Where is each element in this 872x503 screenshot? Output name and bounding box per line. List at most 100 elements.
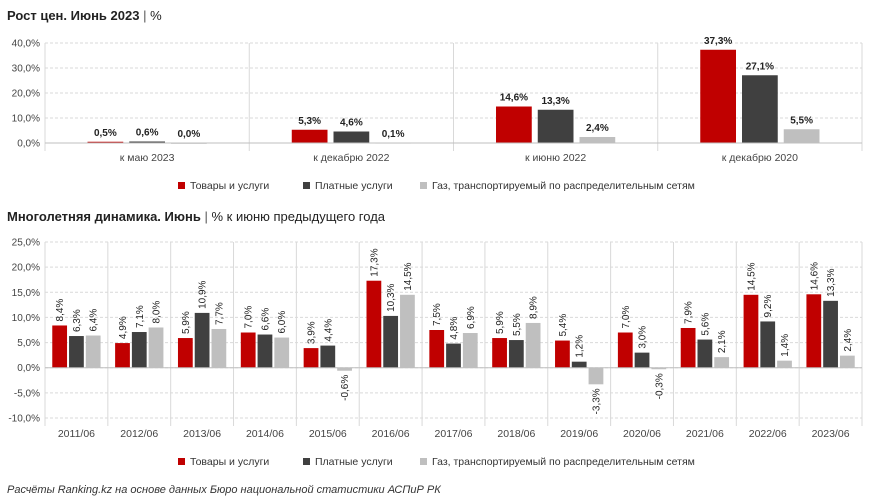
chart2-data-label: 6,4% bbox=[89, 309, 100, 332]
chart2-bar bbox=[588, 367, 604, 385]
chart2-data-label: 10,9% bbox=[198, 280, 209, 308]
chart2-bar bbox=[69, 336, 84, 368]
bottom-chart-title-separator: | bbox=[204, 209, 208, 224]
chart1-legend-label: Газ, транспортируемый по распределительн… bbox=[432, 180, 695, 192]
chart2-y-tick-label: 15,0% bbox=[12, 288, 40, 299]
bottom-chart-title-main: Многолетняя динамика. Июнь bbox=[7, 209, 201, 224]
chart2-bar bbox=[697, 339, 713, 368]
chart2-category-label: 2013/06 bbox=[183, 428, 221, 440]
chart2-data-label: 4,9% bbox=[118, 316, 129, 339]
chart1-y-tick-label: 20,0% bbox=[12, 89, 40, 100]
chart2-bar bbox=[492, 338, 507, 368]
chart2-data-label: 6,3% bbox=[72, 309, 83, 332]
chart2-category-label: 2011/06 bbox=[58, 428, 95, 440]
chart1-legend-label: Товары и услуги bbox=[190, 180, 269, 192]
chart2-data-label: 7,5% bbox=[432, 303, 443, 326]
chart2-bar bbox=[446, 343, 461, 368]
chart1-category-label: к июню 2022 bbox=[525, 152, 586, 164]
chart2-bar bbox=[634, 352, 650, 368]
bottom-chart-title-unit: % к июню предыдущего года bbox=[211, 209, 386, 224]
chart2-data-label: 6,9% bbox=[466, 306, 477, 329]
bottom-chart-title: Многолетняя динамика. Июнь | % к июню пр… bbox=[7, 209, 385, 224]
chart2-bar bbox=[555, 340, 570, 368]
chart2-bar bbox=[508, 340, 524, 368]
top-chart-title-separator: | bbox=[143, 8, 147, 23]
top-chart-title-main: Рост цен. Июнь 2023 bbox=[7, 8, 140, 23]
chart1-bar bbox=[333, 131, 370, 143]
chart2-data-label: 2,1% bbox=[717, 330, 728, 353]
chart2-category-label: 2021/06 bbox=[686, 428, 724, 440]
chart2-data-label: 5,9% bbox=[495, 311, 506, 334]
chart1-category-label: к декабрю 2020 bbox=[722, 152, 798, 164]
chart2-data-label: 4,8% bbox=[449, 317, 460, 340]
chart1-y-tick-label: 40,0% bbox=[12, 39, 40, 50]
chart2-data-label: 5,9% bbox=[181, 311, 192, 334]
chart1-category-label: к маю 2023 bbox=[120, 152, 175, 164]
chart1-bar bbox=[291, 129, 328, 143]
chart1-data-label: 37,3% bbox=[704, 36, 732, 47]
chart2-data-label: 1,2% bbox=[575, 335, 586, 358]
chart2-y-tick-label: 5,0% bbox=[17, 338, 40, 349]
chart2-bar bbox=[571, 361, 587, 368]
chart2-y-tick-label: 10,0% bbox=[12, 313, 40, 324]
chart1-data-label: 4,6% bbox=[340, 118, 363, 129]
chart1-bar bbox=[742, 75, 778, 143]
chart2-category-label: 2012/06 bbox=[120, 428, 158, 440]
chart2-y-tick-label: -10,0% bbox=[8, 414, 40, 425]
chart1-bar bbox=[129, 141, 165, 143]
chart2-bar bbox=[651, 367, 667, 370]
chart2-bar bbox=[148, 327, 164, 368]
top-chart-title-unit: % bbox=[150, 8, 162, 23]
chart2-category-label: 2015/06 bbox=[309, 428, 347, 440]
top-chart-title: Рост цен. Июнь 2023 | % bbox=[7, 8, 162, 23]
chart2-bar bbox=[131, 332, 147, 368]
chart2-y-tick-label: -5,0% bbox=[14, 388, 40, 399]
chart2-bar bbox=[806, 294, 822, 368]
source-footnote: Расчёты Ranking.kz на основе данных Бюро… bbox=[7, 484, 441, 496]
chart1-bar bbox=[537, 109, 574, 143]
chart2-data-label: 14,6% bbox=[809, 262, 820, 290]
chart2-bar bbox=[617, 332, 633, 368]
chart1-y-tick-label: 30,0% bbox=[12, 64, 40, 75]
chart2-category-label: 2020/06 bbox=[623, 428, 661, 440]
chart1-data-label: 0,1% bbox=[382, 129, 405, 140]
chart2-data-label: -3,3% bbox=[591, 388, 602, 414]
chart2-legend-label: Платные услуги bbox=[315, 456, 393, 468]
chart2-data-label: 9,2% bbox=[763, 295, 774, 318]
chart2-data-label: 7,0% bbox=[621, 306, 632, 329]
chart1-legend-swatch bbox=[178, 182, 185, 189]
chart2-data-label: 6,6% bbox=[260, 308, 271, 331]
chart2-category-label: 2018/06 bbox=[497, 428, 535, 440]
chart2-bar bbox=[115, 343, 130, 368]
chart1-bar bbox=[496, 106, 532, 143]
chart2-data-label: 7,0% bbox=[244, 306, 255, 329]
chart2-category-label: 2016/06 bbox=[372, 428, 410, 440]
chart1-data-label: 14,6% bbox=[500, 93, 528, 104]
chart2-legend-swatch bbox=[420, 458, 427, 465]
chart2-data-label: 6,0% bbox=[277, 311, 288, 334]
chart1-legend-swatch bbox=[420, 182, 427, 189]
chart2-category-label: 2014/06 bbox=[246, 428, 284, 440]
chart1-bar bbox=[579, 137, 616, 143]
chart2-data-label: 7,9% bbox=[684, 301, 695, 324]
chart2-bar bbox=[680, 327, 696, 368]
chart2-bar bbox=[839, 355, 855, 368]
chart1-bar bbox=[87, 141, 124, 143]
chart2-bar bbox=[320, 345, 336, 368]
chart1-legend-label: Платные услуги bbox=[315, 180, 393, 192]
chart1-category-label: к декабрю 2022 bbox=[313, 152, 389, 164]
chart2-category-label: 2022/06 bbox=[749, 428, 787, 440]
chart2-data-label: 4,4% bbox=[323, 319, 334, 342]
chart2-y-tick-label: 0,0% bbox=[17, 363, 40, 374]
chart2-category-label: 2023/06 bbox=[812, 428, 850, 440]
chart2-data-label: 17,3% bbox=[369, 248, 380, 276]
chart1-data-label: 5,3% bbox=[298, 116, 321, 127]
chart2-data-label: 1,4% bbox=[780, 334, 791, 357]
chart2-data-label: -0,6% bbox=[340, 375, 351, 401]
chart2-bar bbox=[743, 294, 759, 368]
chart1-y-tick-label: 0,0% bbox=[17, 139, 40, 150]
chart2-data-label: 5,4% bbox=[558, 314, 569, 337]
chart2-bar bbox=[383, 315, 399, 368]
chart2-data-label: 5,5% bbox=[512, 313, 523, 336]
